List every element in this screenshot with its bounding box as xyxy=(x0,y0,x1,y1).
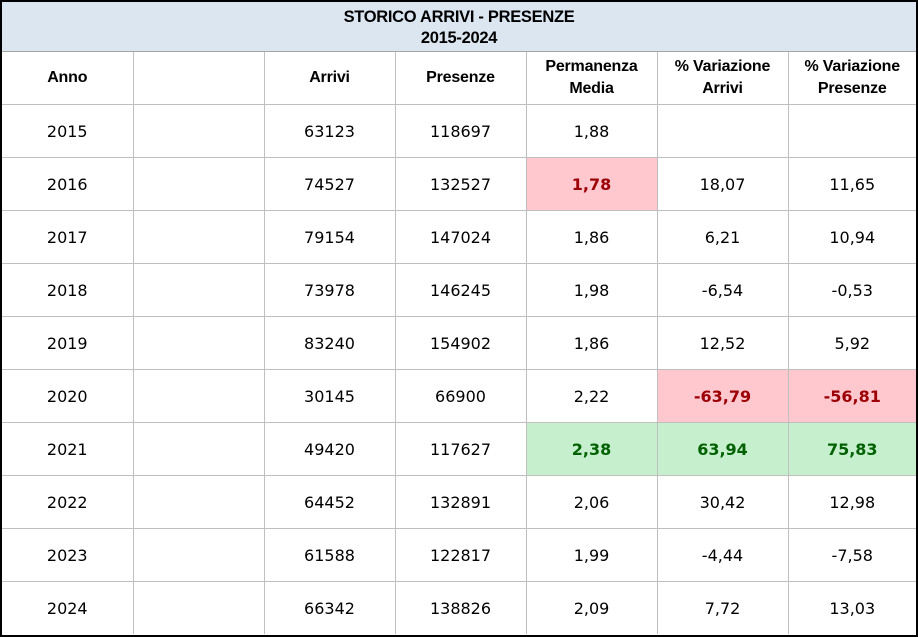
cell-anno: 2018 xyxy=(2,263,134,317)
cell-blank xyxy=(133,422,265,476)
cell-var-presenze: 11,65 xyxy=(788,157,916,211)
cell-var-presenze xyxy=(788,104,916,158)
cell-blank xyxy=(133,581,265,634)
cell-var-presenze: 10,94 xyxy=(788,210,916,264)
cell-blank xyxy=(133,475,265,529)
header-permanenza-media: Permanenza Media xyxy=(526,52,658,105)
cell-var-arrivi: 30,42 xyxy=(657,475,789,529)
cell-permanenza: 1,86 xyxy=(526,316,658,370)
table-row: 2018 73978 146245 1,98 -6,54 -0,53 xyxy=(2,263,916,317)
cell-var-presenze: -7,58 xyxy=(788,528,916,582)
cell-presenze: 147024 xyxy=(395,210,527,264)
table-title: STORICO ARRIVI - PRESENZE 2015-2024 xyxy=(2,2,916,52)
cell-blank xyxy=(133,369,265,423)
table-row: 2016 74527 132527 1,78 18,07 11,65 xyxy=(2,157,916,211)
cell-arrivi: 30145 xyxy=(264,369,396,423)
header-arrivi: Arrivi xyxy=(264,52,396,105)
cell-var-arrivi: 18,07 xyxy=(657,157,789,211)
header-anno: Anno xyxy=(2,52,134,105)
cell-var-arrivi: 6,21 xyxy=(657,210,789,264)
cell-presenze: 146245 xyxy=(395,263,527,317)
cell-var-arrivi-highlight-low: -63,79 xyxy=(657,369,789,423)
table-row: 2023 61588 122817 1,99 -4,44 -7,58 xyxy=(2,528,916,582)
table-title-years: 2015-2024 xyxy=(420,29,498,47)
cell-arrivi: 49420 xyxy=(264,422,396,476)
cell-var-presenze: 12,98 xyxy=(788,475,916,529)
cell-presenze: 122817 xyxy=(395,528,527,582)
cell-presenze: 132527 xyxy=(395,157,527,211)
header-permanenza-line2: Media xyxy=(569,80,614,97)
cell-var-arrivi: -6,54 xyxy=(657,263,789,317)
cell-var-arrivi xyxy=(657,104,789,158)
cell-blank xyxy=(133,157,265,211)
data-table: Anno Arrivi Presenze Permanenza Media % … xyxy=(2,52,916,634)
header-row: Anno Arrivi Presenze Permanenza Media % … xyxy=(2,52,916,105)
cell-arrivi: 66342 xyxy=(264,581,396,634)
header-variazione-arrivi: % Variazione Arrivi xyxy=(657,52,789,105)
header-var-arrivi-line2: Arrivi xyxy=(702,80,743,97)
table-row: 2022 64452 132891 2,06 30,42 12,98 xyxy=(2,475,916,529)
cell-arrivi: 73978 xyxy=(264,263,396,317)
cell-permanenza: 1,88 xyxy=(526,104,658,158)
cell-permanenza: 2,22 xyxy=(526,369,658,423)
cell-anno: 2016 xyxy=(2,157,134,211)
cell-permanenza: 1,86 xyxy=(526,210,658,264)
header-var-presenze-line2: Presenze xyxy=(817,80,887,97)
header-var-presenze-line1: % Variazione xyxy=(804,58,901,75)
cell-blank xyxy=(133,316,265,370)
cell-anno: 2017 xyxy=(2,210,134,264)
cell-presenze: 132891 xyxy=(395,475,527,529)
header-blank xyxy=(133,52,265,105)
cell-var-arrivi: 7,72 xyxy=(657,581,789,634)
cell-anno: 2023 xyxy=(2,528,134,582)
cell-presenze: 138826 xyxy=(395,581,527,634)
cell-var-arrivi: 12,52 xyxy=(657,316,789,370)
cell-anno: 2022 xyxy=(2,475,134,529)
cell-var-presenze: 5,92 xyxy=(788,316,916,370)
table-row: 2020 30145 66900 2,22 -63,79 -56,81 xyxy=(2,369,916,423)
cell-presenze: 66900 xyxy=(395,369,527,423)
cell-permanenza: 1,99 xyxy=(526,528,658,582)
cell-permanenza: 2,06 xyxy=(526,475,658,529)
cell-blank xyxy=(133,210,265,264)
cell-anno: 2021 xyxy=(2,422,134,476)
cell-arrivi: 63123 xyxy=(264,104,396,158)
cell-blank xyxy=(133,104,265,158)
cell-permanenza: 2,09 xyxy=(526,581,658,634)
cell-var-arrivi-highlight-high: 63,94 xyxy=(657,422,789,476)
cell-anno: 2024 xyxy=(2,581,134,634)
cell-anno: 2019 xyxy=(2,316,134,370)
header-presenze: Presenze xyxy=(395,52,527,105)
cell-var-presenze: 13,03 xyxy=(829,598,876,618)
cell-permanenza-highlight-low: 1,78 xyxy=(526,157,658,211)
cell-presenze: 154902 xyxy=(395,316,527,370)
cell-arrivi: 79154 xyxy=(264,210,396,264)
table-title-main: STORICO ARRIVI - PRESENZE xyxy=(343,8,575,26)
header-variazione-presenze: % Variazione Presenze xyxy=(788,52,916,105)
header-var-arrivi-line1: % Variazione xyxy=(674,58,771,75)
cell-var-presenze-highlight-low: -56,81 xyxy=(788,369,916,423)
cell-arrivi: 61588 xyxy=(264,528,396,582)
table-row: 2024 66342 138826 2,09 7,72 13,03 xyxy=(2,581,916,634)
cell-permanenza: 1,98 xyxy=(526,263,658,317)
cell-blank xyxy=(133,263,265,317)
cell-var-presenze: -0,53 xyxy=(788,263,916,317)
cell-arrivi: 74527 xyxy=(264,157,396,211)
cell-arrivi: 83240 xyxy=(264,316,396,370)
table-row: 2019 83240 154902 1,86 12,52 5,92 xyxy=(2,316,916,370)
header-permanenza-line1: Permanenza xyxy=(545,58,638,75)
table-row: 2015 63123 118697 1,88 xyxy=(2,104,916,158)
cell-presenze: 117627 xyxy=(395,422,527,476)
cell-blank xyxy=(133,528,265,582)
table-row: 2021 49420 117627 2,38 63,94 75,83 xyxy=(2,422,916,476)
cell-permanenza-highlight-high: 2,38 xyxy=(526,422,658,476)
table-row: 2017 79154 147024 1,86 6,21 10,94 xyxy=(2,210,916,264)
cell-presenze: 118697 xyxy=(395,104,527,158)
cell-anno: 2020 xyxy=(2,369,134,423)
cell-var-arrivi: -4,44 xyxy=(657,528,789,582)
cell-arrivi: 64452 xyxy=(264,475,396,529)
cell-var-presenze-highlight-high: 75,83 xyxy=(788,422,916,476)
cell-anno: 2015 xyxy=(2,104,134,158)
